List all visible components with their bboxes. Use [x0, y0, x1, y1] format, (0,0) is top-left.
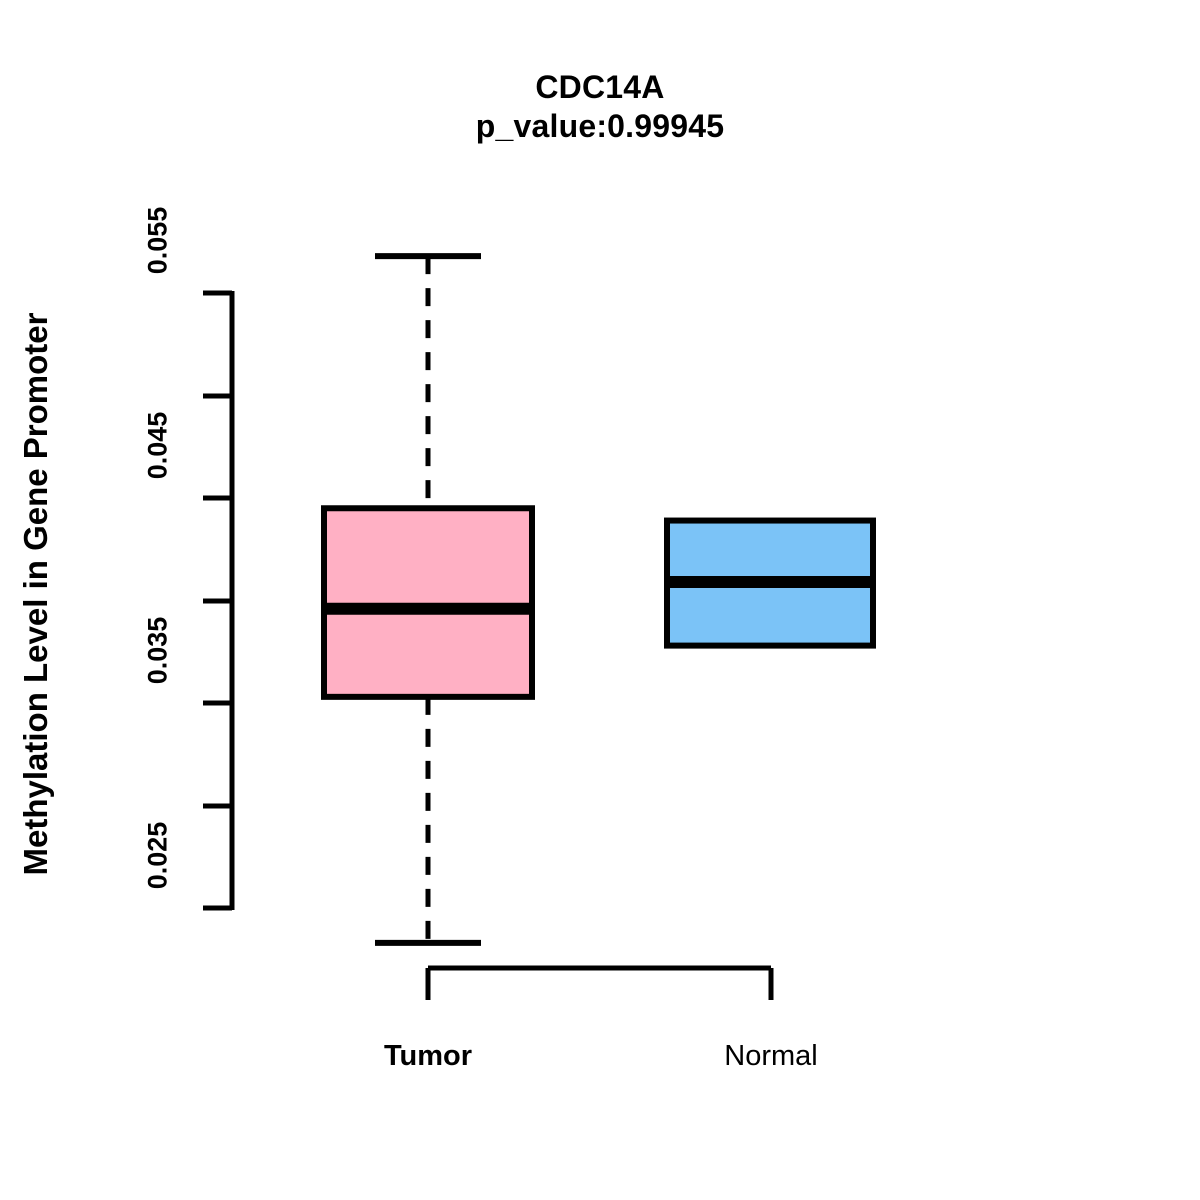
box-rect-tumor: [321, 505, 535, 700]
y-tick-label-0.055: 0.055: [142, 206, 173, 275]
y-tick-label-0.035: 0.035: [142, 616, 173, 685]
chart-title: CDC14A: [535, 69, 665, 105]
y-axis: [203, 290, 235, 911]
x-tick-label-normal: Normal: [724, 1040, 818, 1072]
y-tick-label-0.025: 0.025: [142, 821, 173, 890]
chart-title-block: CDC14A p_value:0.99945: [0, 68, 1200, 146]
box-normal: [664, 517, 876, 649]
chart-subtitle-pvalue: p_value:0.99945: [475, 108, 725, 145]
x-axis: [425, 965, 774, 1000]
y-tick-label-0.045: 0.045: [142, 411, 173, 480]
x-tick-label-tumor: Tumor: [383, 1040, 473, 1072]
box-tumor: [321, 253, 535, 946]
